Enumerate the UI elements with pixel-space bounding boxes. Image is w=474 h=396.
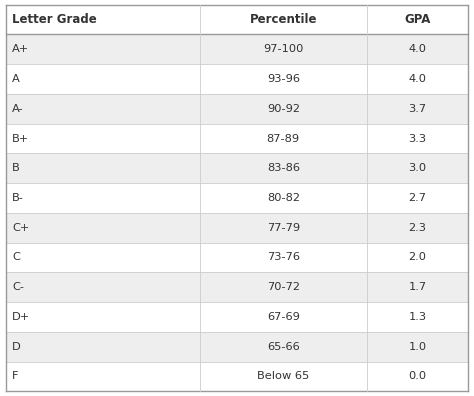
Bar xyxy=(200,213,366,243)
Bar xyxy=(366,332,468,362)
Text: 3.3: 3.3 xyxy=(409,133,427,143)
Text: Percentile: Percentile xyxy=(249,13,317,26)
Bar xyxy=(6,34,200,64)
Bar xyxy=(6,153,200,183)
Text: GPA: GPA xyxy=(404,13,430,26)
Text: A+: A+ xyxy=(12,44,29,54)
Bar xyxy=(6,213,200,243)
Text: Letter Grade: Letter Grade xyxy=(12,13,97,26)
Text: A-: A- xyxy=(12,104,24,114)
Bar xyxy=(366,5,468,34)
Text: 80-82: 80-82 xyxy=(267,193,300,203)
Bar xyxy=(200,94,366,124)
Bar xyxy=(6,332,200,362)
Text: 65-66: 65-66 xyxy=(267,342,300,352)
Bar xyxy=(200,183,366,213)
Text: 2.0: 2.0 xyxy=(409,253,427,263)
Bar xyxy=(366,362,468,391)
Bar xyxy=(200,124,366,153)
Text: F: F xyxy=(12,371,19,381)
Bar xyxy=(6,362,200,391)
Bar xyxy=(200,64,366,94)
Text: 77-79: 77-79 xyxy=(267,223,300,233)
Bar xyxy=(366,94,468,124)
Text: D+: D+ xyxy=(12,312,30,322)
Bar xyxy=(200,362,366,391)
Text: Below 65: Below 65 xyxy=(257,371,310,381)
Text: 3.0: 3.0 xyxy=(409,163,427,173)
Text: 97-100: 97-100 xyxy=(263,44,303,54)
Bar xyxy=(6,124,200,153)
Text: B+: B+ xyxy=(12,133,29,143)
Text: C+: C+ xyxy=(12,223,29,233)
Text: 4.0: 4.0 xyxy=(409,44,427,54)
Bar xyxy=(200,332,366,362)
Bar xyxy=(366,213,468,243)
Text: 2.3: 2.3 xyxy=(409,223,427,233)
Bar xyxy=(200,34,366,64)
Bar xyxy=(366,272,468,302)
Text: 90-92: 90-92 xyxy=(267,104,300,114)
Text: 3.7: 3.7 xyxy=(409,104,427,114)
Bar xyxy=(366,183,468,213)
Text: 1.7: 1.7 xyxy=(409,282,427,292)
Bar xyxy=(200,302,366,332)
Text: 87-89: 87-89 xyxy=(267,133,300,143)
Bar xyxy=(366,64,468,94)
Text: 73-76: 73-76 xyxy=(267,253,300,263)
Bar xyxy=(6,302,200,332)
Text: 1.3: 1.3 xyxy=(409,312,427,322)
Bar xyxy=(6,243,200,272)
Bar xyxy=(366,124,468,153)
Bar xyxy=(200,5,366,34)
Text: 83-86: 83-86 xyxy=(267,163,300,173)
Bar xyxy=(6,64,200,94)
Bar xyxy=(6,272,200,302)
Text: C: C xyxy=(12,253,20,263)
Text: C-: C- xyxy=(12,282,24,292)
Text: 70-72: 70-72 xyxy=(267,282,300,292)
Bar xyxy=(6,94,200,124)
Text: D: D xyxy=(12,342,21,352)
Text: B: B xyxy=(12,163,20,173)
Text: A: A xyxy=(12,74,20,84)
Text: B-: B- xyxy=(12,193,24,203)
Bar xyxy=(200,153,366,183)
Text: 1.0: 1.0 xyxy=(409,342,427,352)
Text: 0.0: 0.0 xyxy=(409,371,427,381)
Text: 4.0: 4.0 xyxy=(409,74,427,84)
Text: 93-96: 93-96 xyxy=(267,74,300,84)
Bar xyxy=(200,272,366,302)
Bar xyxy=(200,243,366,272)
Text: 2.7: 2.7 xyxy=(409,193,427,203)
Bar xyxy=(366,34,468,64)
Bar xyxy=(6,183,200,213)
Text: 67-69: 67-69 xyxy=(267,312,300,322)
Bar xyxy=(366,243,468,272)
Bar xyxy=(366,302,468,332)
Bar xyxy=(366,153,468,183)
Bar xyxy=(6,5,200,34)
